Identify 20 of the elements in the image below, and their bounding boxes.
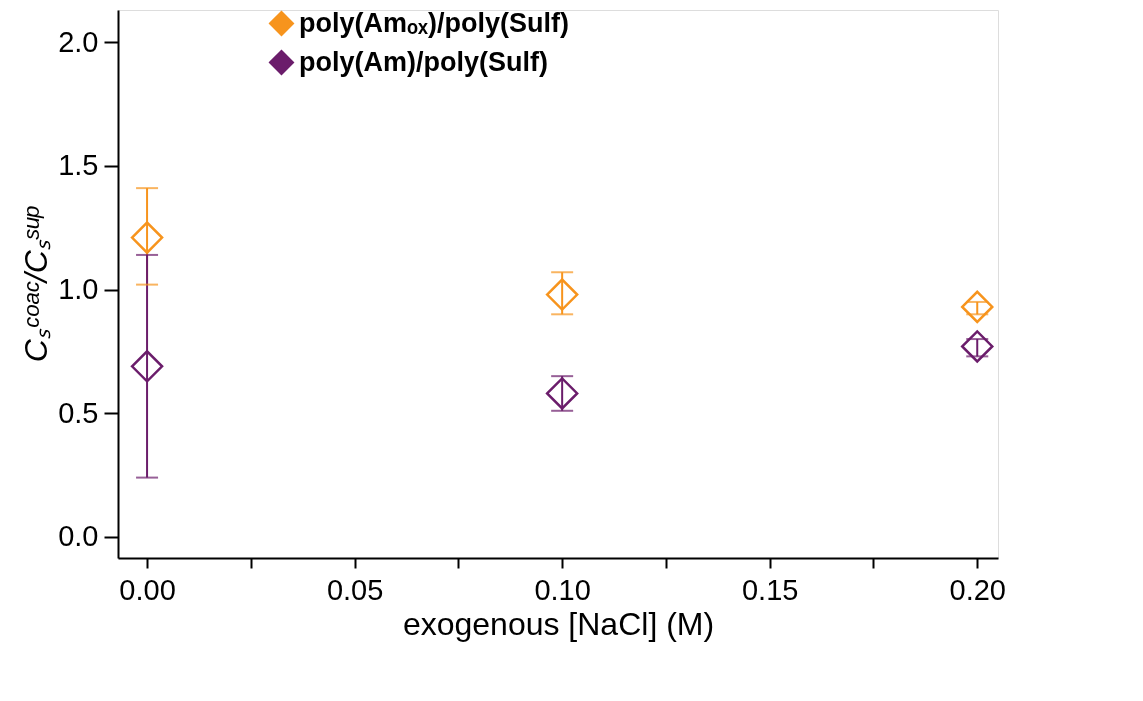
x-tick-label: 0.10 xyxy=(534,573,591,606)
point xyxy=(130,221,164,254)
x-axis-title: exogenous [NaCl] (M) xyxy=(402,605,715,642)
point xyxy=(545,377,579,410)
x-tick-label: 0.15 xyxy=(741,573,799,606)
x-tick-label: 0.05 xyxy=(326,573,384,606)
y-tick-label: 1.5 xyxy=(58,149,99,182)
x-tick-label: 0.00 xyxy=(119,573,176,606)
point xyxy=(961,290,994,324)
y-tick-label: 2.0 xyxy=(58,25,99,58)
legend-label: poly(Am)/poly(Sulf) xyxy=(299,46,548,77)
y-tick-label: 0.5 xyxy=(58,396,99,429)
y-tick-label: 1.0 xyxy=(58,273,99,306)
y-axis-title: Cₛᶜᵒᵃᶜ/Cₛˢᵘᵖ xyxy=(18,205,55,363)
point xyxy=(961,330,994,363)
x-tick-label: 0.20 xyxy=(949,573,1006,606)
point xyxy=(545,278,579,311)
point xyxy=(130,350,164,383)
y-tick-label: 0.0 xyxy=(58,520,99,553)
legend-label: poly(Amₒₓ)/poly(Sulf) xyxy=(299,7,569,38)
